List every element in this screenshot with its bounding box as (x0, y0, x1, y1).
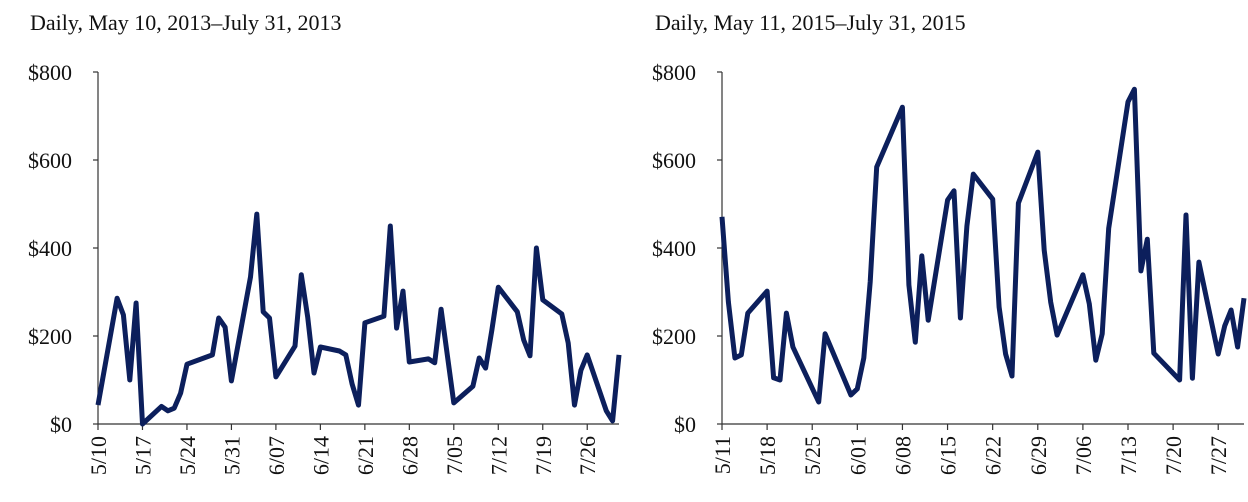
x-tick-label: 7/06 (1071, 436, 1096, 475)
x-tick-label: 5/11 (710, 436, 735, 474)
x-tick-label: 6/08 (890, 436, 915, 475)
x-tick-label: 7/05 (442, 436, 467, 475)
x-tick-label: 6/28 (397, 436, 422, 475)
x-tick-label: 5/24 (175, 436, 200, 475)
x-tick-label: 6/15 (936, 436, 961, 475)
y-tick-label: $400 (28, 236, 72, 261)
x-tick-label: 7/20 (1161, 436, 1186, 475)
y-tick-label: $0 (674, 412, 696, 437)
x-tick-label: 6/29 (1026, 436, 1051, 475)
x-tick-label: 6/21 (353, 436, 378, 475)
y-tick-label: $600 (652, 148, 696, 173)
x-tick-label: 7/26 (575, 436, 600, 475)
x-tick-label: 5/17 (130, 436, 155, 475)
x-tick-label: 5/25 (800, 436, 825, 475)
x-tick-label: 7/27 (1206, 436, 1231, 475)
chart-title: Daily, May 10, 2013–July 31, 2013 (30, 10, 341, 35)
y-tick-label: $800 (28, 60, 72, 85)
x-tick-label: 6/22 (981, 436, 1006, 475)
y-tick-label: $400 (652, 236, 696, 261)
x-tick-label: 7/12 (486, 436, 511, 475)
line-series (719, 86, 1247, 405)
x-tick-label: 6/14 (308, 436, 333, 475)
chart: Daily, May 11, 2015–July 31, 2015 $0 $200 $… (652, 10, 1247, 475)
y-tick-label: $600 (28, 148, 72, 173)
x-tick-label: 5/10 (86, 436, 111, 475)
x-tick-label: 5/31 (219, 436, 244, 475)
x-tick-label: 6/07 (264, 436, 289, 475)
chart-title: Daily, May 11, 2015–July 31, 2015 (655, 10, 966, 35)
x-tick-label: 5/18 (755, 436, 780, 475)
x-tick-label: 7/19 (531, 436, 556, 475)
line-series (95, 211, 622, 427)
chart: Daily, May 10, 2013–July 31, 2013 $0 $200 $… (28, 10, 622, 475)
x-tick-label: 7/13 (1116, 436, 1141, 475)
x-tick-label: 6/01 (845, 436, 870, 475)
y-tick-label: $800 (652, 60, 696, 85)
y-tick-label: $200 (28, 324, 72, 349)
y-tick-label: $200 (652, 324, 696, 349)
y-tick-label: $0 (50, 412, 72, 437)
